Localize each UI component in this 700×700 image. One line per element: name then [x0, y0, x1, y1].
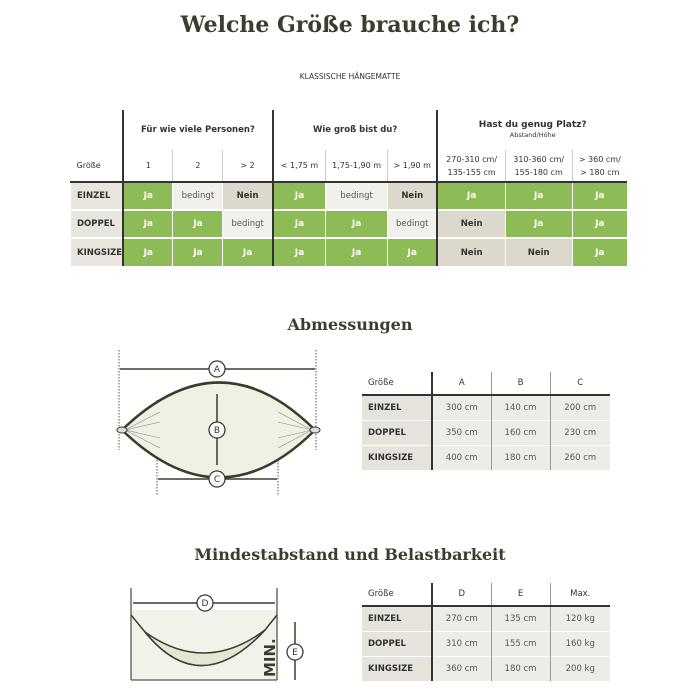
cell-ja: Ja	[387, 237, 438, 266]
hammock-minimum-diagram: D E MIN.	[130, 588, 304, 681]
row-label: DOPPEL	[70, 209, 124, 238]
cell-value: 230 cm	[549, 419, 610, 445]
cell-value: 160 cm	[490, 419, 550, 445]
cell-value: 200 cm	[549, 394, 610, 420]
cell-nein: Nein	[436, 237, 506, 266]
cell-value: 350 cm	[431, 419, 491, 445]
column-header: 1,75-1,90 m	[325, 150, 388, 182]
page-title: Welche Größe brauche ich?	[180, 12, 520, 38]
column-header: 1	[122, 150, 173, 182]
cell-bedingt: bedingt	[387, 209, 438, 238]
cell-ja: Ja	[325, 237, 388, 266]
cell-ja: Ja	[172, 209, 223, 238]
column-header: < 1,75 m	[271, 150, 326, 182]
table-row: EINZEL 270 cm 135 cm 120 kg	[362, 605, 610, 631]
subtitle: KLASSISCHE HÄNGEMATTE	[299, 72, 401, 81]
cell-ja: Ja	[122, 209, 173, 238]
label-d: D	[202, 599, 209, 609]
minimum-table: Größe D E Max. EINZEL 270 cm 135 cm 120 kg DOPPE…	[362, 583, 610, 681]
cell-value: 140 cm	[490, 394, 550, 420]
column-header: > 1,90 m	[387, 150, 438, 182]
hammock-dimensions-diagram: A B C	[116, 350, 321, 495]
size-header: Größe	[70, 150, 124, 182]
cell-value: 260 cm	[549, 444, 610, 470]
row-label: DOPPEL	[362, 630, 433, 656]
cell-bedingt: bedingt	[172, 181, 223, 210]
column-header: > 360 cm/> 180 cm	[571, 150, 627, 182]
cell-value: 310 cm	[431, 630, 491, 656]
cell-ja: Ja	[325, 209, 388, 238]
group-header: Wie groß bist du?	[271, 110, 438, 150]
cell-ja: Ja	[271, 181, 326, 210]
cell-value: 160 kg	[549, 630, 610, 656]
row-label: EINZEL	[362, 394, 433, 420]
column-header: Max.	[549, 583, 610, 607]
row-label: DOPPEL	[362, 419, 433, 445]
cell-value: 300 cm	[431, 394, 491, 420]
cell-ja: Ja	[271, 209, 326, 238]
cell-ja: Ja	[222, 237, 273, 266]
label-b: B	[214, 426, 220, 436]
column-header: A	[431, 372, 491, 396]
cell-bedingt: bedingt	[222, 209, 273, 238]
column-header: D	[431, 583, 491, 607]
table-row: DOPPEL Ja Ja bedingt Ja Ja bedingt Nein Ja Ja	[70, 209, 627, 238]
column-header: 310-360 cm/155-180 cm	[504, 150, 573, 182]
table-row: EINZEL 300 cm 140 cm 200 cm	[362, 394, 610, 420]
column-header: 2	[172, 150, 223, 182]
column-header: Größe	[362, 583, 433, 607]
table-row: EINZEL Ja bedingt Nein Ja bedingt Nein Ja Ja Ja	[70, 181, 627, 210]
cell-value: 360 cm	[431, 655, 491, 681]
cell-value: 400 cm	[431, 444, 491, 470]
table-row: KINGSIZE 360 cm 180 cm 200 kg	[362, 655, 610, 681]
cell-bedingt: bedingt	[325, 181, 388, 210]
cell-value: 155 cm	[490, 630, 550, 656]
cell-value: 135 cm	[490, 605, 550, 631]
cell-value: 180 cm	[490, 655, 550, 681]
cell-ja: Ja	[571, 237, 627, 266]
cell-nein: Nein	[222, 181, 273, 210]
dimensions-heading: Abmessungen	[287, 315, 413, 334]
cell-ja: Ja	[271, 237, 326, 266]
column-header: B	[490, 372, 550, 396]
cell-ja: Ja	[504, 209, 573, 238]
row-label: KINGSIZE	[362, 655, 433, 681]
size-guide-table: Für wie viele Personen? Wie groß bist du…	[70, 110, 627, 266]
row-label: KINGSIZE	[362, 444, 433, 470]
cell-value: 270 cm	[431, 605, 491, 631]
cell-ja: Ja	[571, 181, 627, 210]
label-e: E	[292, 648, 298, 658]
cell-ja: Ja	[436, 181, 506, 210]
cell-value: 200 kg	[549, 655, 610, 681]
dimensions-table: Größe A B C EINZEL 300 cm 140 cm 200 cm DOPPEL 35…	[362, 372, 610, 470]
table-row: KINGSIZE 400 cm 180 cm 260 cm	[362, 444, 610, 470]
cell-nein: Nein	[504, 237, 573, 266]
cell-ja: Ja	[122, 237, 173, 266]
cell-value: 180 cm	[490, 444, 550, 470]
cell-ja: Ja	[122, 181, 173, 210]
label-a: A	[214, 365, 221, 375]
cell-value: 120 kg	[549, 605, 610, 631]
table-row: KINGSIZE Ja Ja Ja Ja Ja Ja Nein Nein Ja	[70, 237, 627, 266]
row-label: EINZEL	[70, 181, 124, 210]
column-header: Größe	[362, 372, 433, 396]
cell-ja: Ja	[571, 209, 627, 238]
row-label: EINZEL	[362, 605, 433, 631]
row-label: KINGSIZE	[70, 237, 124, 266]
column-header: 270-310 cm/135-155 cm	[436, 150, 506, 182]
table-row: DOPPEL 350 cm 160 cm 230 cm	[362, 419, 610, 445]
label-c: C	[214, 475, 220, 485]
min-label: MIN.	[261, 638, 279, 677]
column-header: E	[490, 583, 550, 607]
group-header: Für wie viele Personen?	[122, 110, 273, 150]
cell-ja: Ja	[504, 181, 573, 210]
cell-ja: Ja	[172, 237, 223, 266]
minimum-heading: Mindestabstand und Belastbarkeit	[194, 545, 506, 564]
group-header: Hast du genug Platz? Abstand/Höhe	[436, 110, 627, 150]
cell-nein: Nein	[387, 181, 438, 210]
column-header: > 2	[222, 150, 273, 182]
cell-nein: Nein	[436, 209, 506, 238]
column-header: C	[549, 372, 610, 396]
table-row: DOPPEL 310 cm 155 cm 160 kg	[362, 630, 610, 656]
